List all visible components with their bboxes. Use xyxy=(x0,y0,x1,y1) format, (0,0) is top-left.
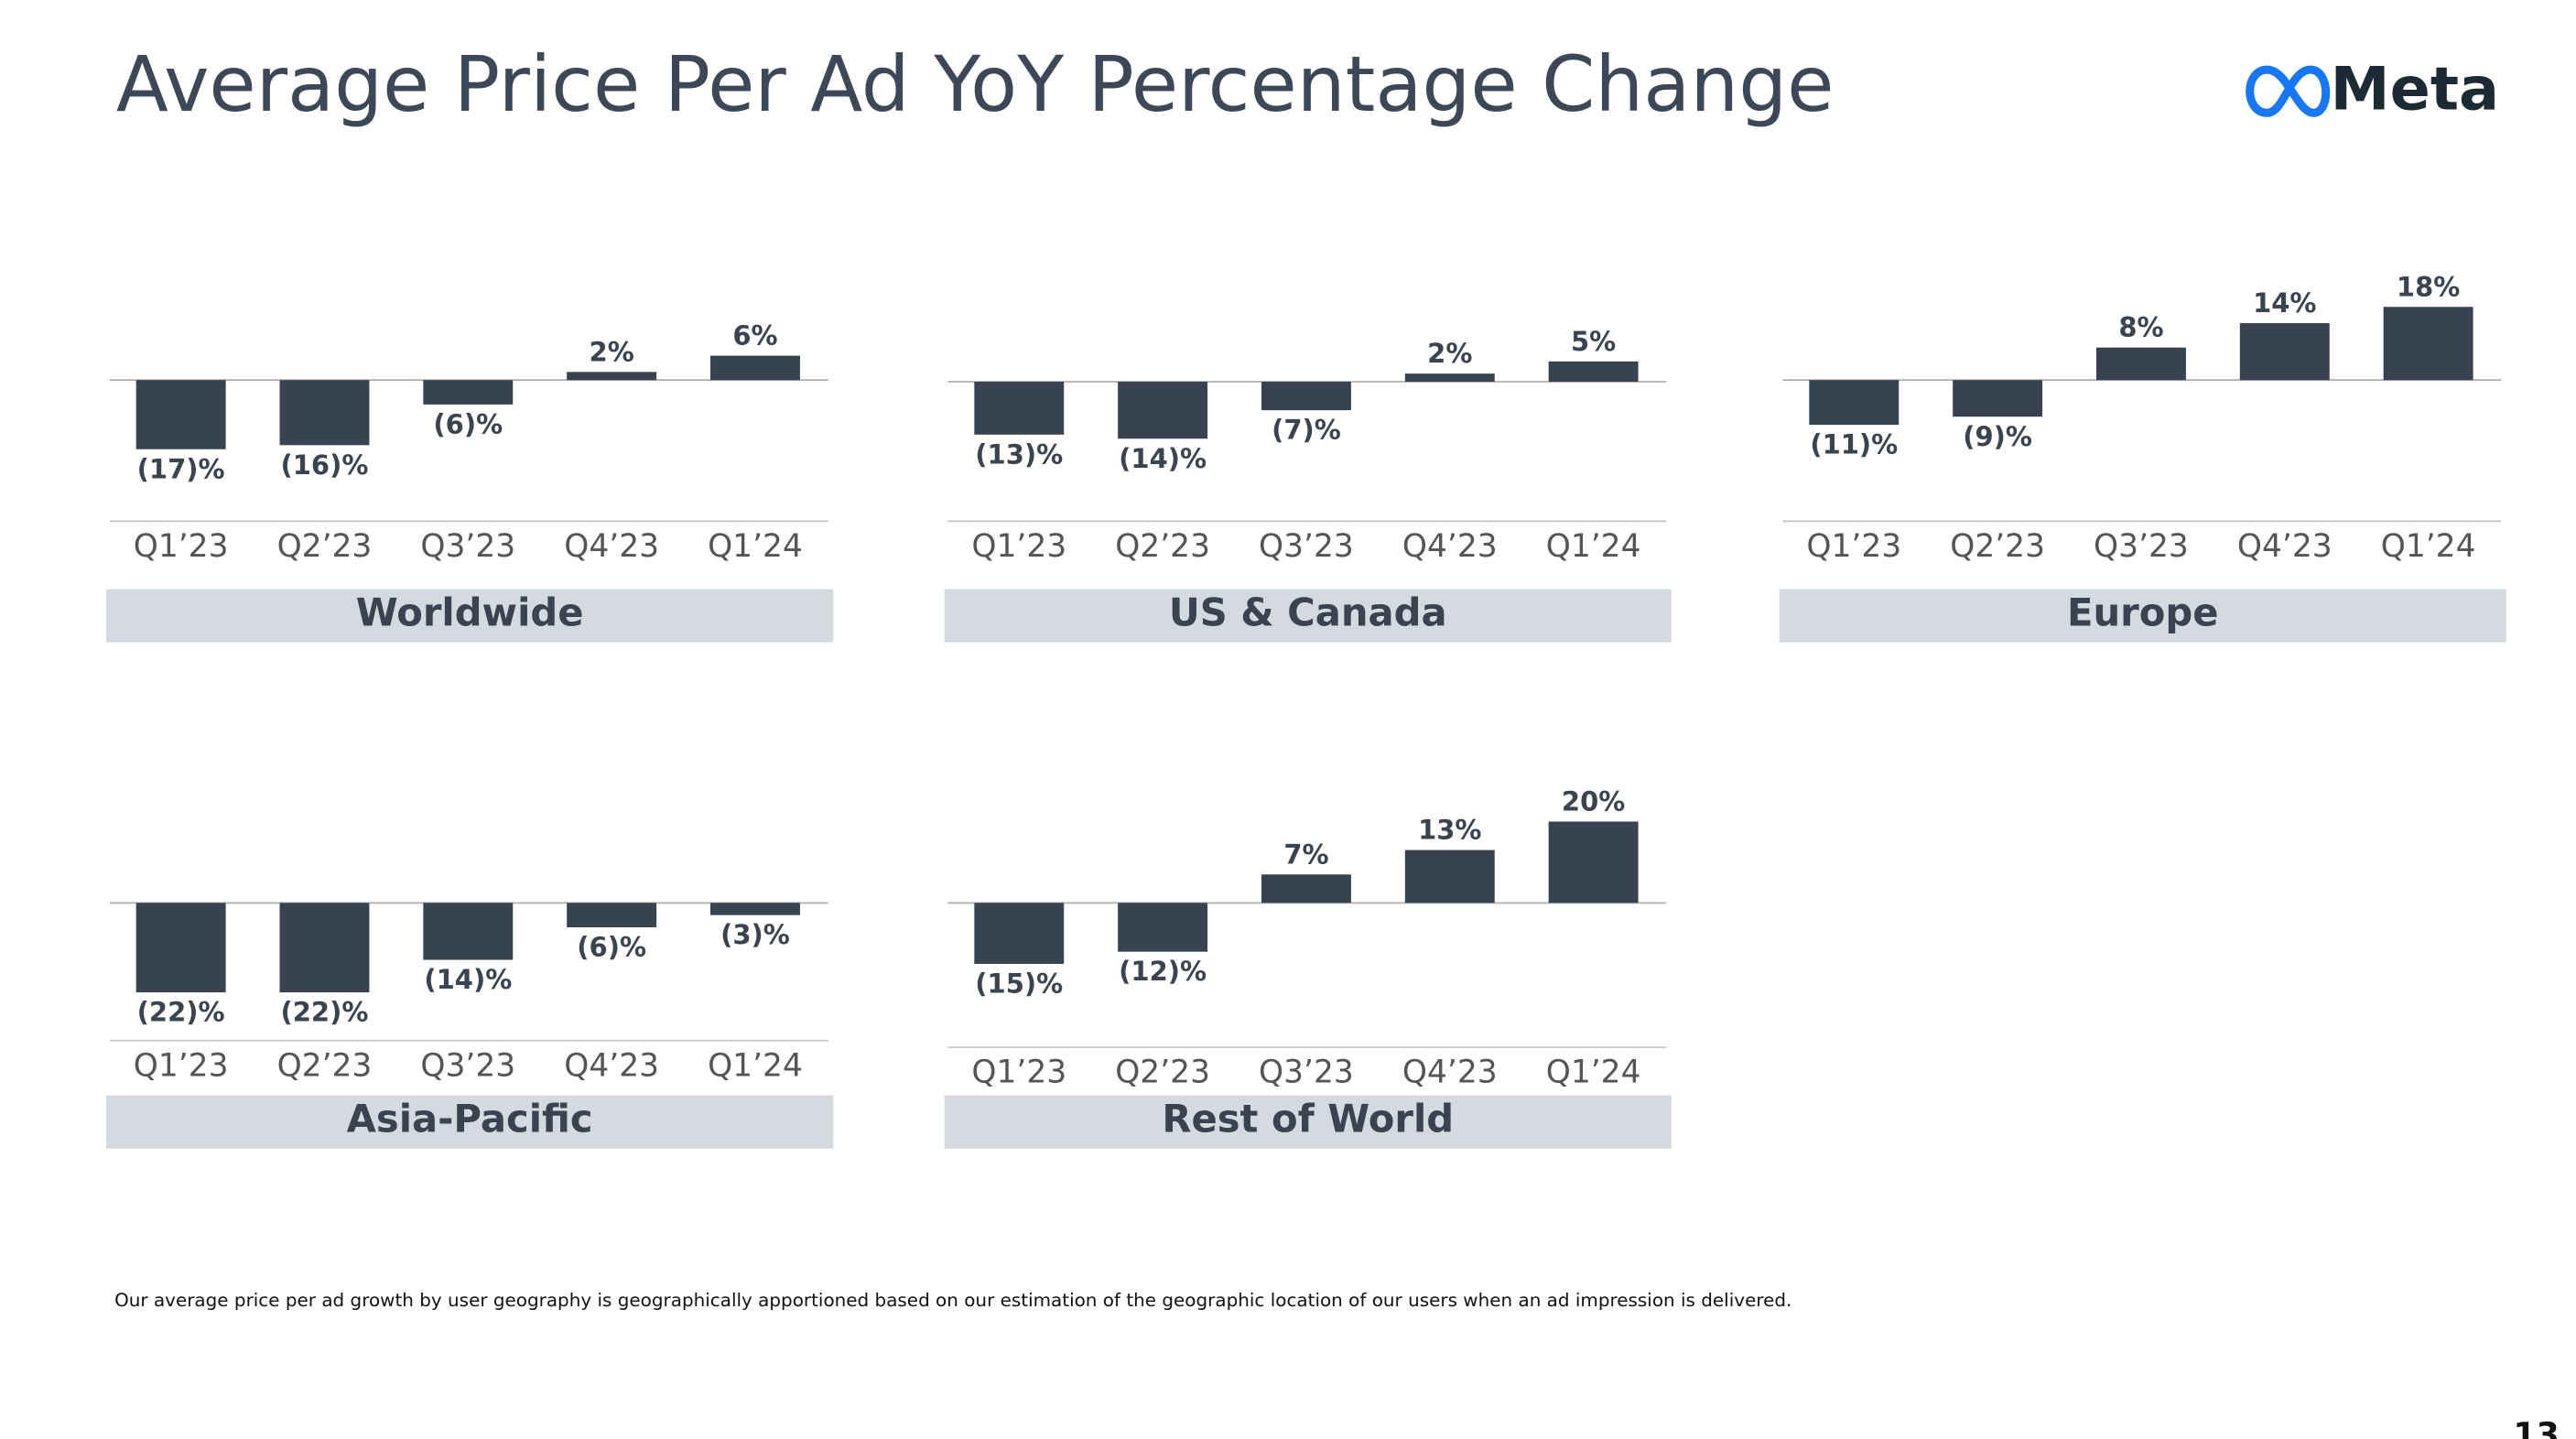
data-label: (15)% xyxy=(975,968,1063,1000)
bar xyxy=(423,380,514,405)
bar xyxy=(567,372,657,381)
data-label: (13)% xyxy=(975,438,1063,470)
data-label: (3)% xyxy=(720,919,790,950)
panel-label: Worldwide xyxy=(356,590,584,635)
x-tick-label: Q4’23 xyxy=(1402,1055,1498,1091)
data-label: (7)% xyxy=(1272,415,1341,446)
x-tick-label: Q1’23 xyxy=(971,528,1066,565)
x-tick-label: Q1’23 xyxy=(134,528,229,565)
data-label: (22)% xyxy=(281,997,369,1028)
bar xyxy=(710,355,800,381)
x-tick-label: Q1’23 xyxy=(971,1055,1066,1091)
bar xyxy=(279,380,370,446)
bar xyxy=(1118,382,1208,439)
panel-label: US & Canada xyxy=(1169,590,1447,635)
data-label: 2% xyxy=(590,336,634,367)
x-tick-label: Q1’24 xyxy=(1546,1055,1641,1091)
x-tick-label: Q1’23 xyxy=(1806,528,1901,565)
slide-title: Average Price Per Ad YoY Percentage Chan… xyxy=(116,40,1835,129)
logo-text: Meta xyxy=(2331,55,2499,124)
data-label: (12)% xyxy=(1119,956,1207,987)
data-label: (9)% xyxy=(1963,421,2032,452)
bar xyxy=(135,380,226,449)
x-tick-label: Q2’23 xyxy=(1115,528,1210,565)
bar xyxy=(1548,821,1639,903)
bar xyxy=(279,903,370,993)
bar xyxy=(1261,382,1351,411)
bar xyxy=(1404,849,1495,903)
data-label: 14% xyxy=(2253,287,2316,319)
panel-label: Europe xyxy=(2067,590,2218,635)
x-tick-label: Q2’23 xyxy=(277,1047,373,1084)
data-label: 5% xyxy=(1571,326,1616,357)
panel-label-box xyxy=(106,589,834,643)
data-label: 7% xyxy=(1283,839,1328,870)
panel-label: Asia-Pacific xyxy=(347,1097,593,1141)
bar xyxy=(1548,361,1639,383)
x-tick-label: Q1’24 xyxy=(2381,528,2476,565)
data-label: 6% xyxy=(732,320,777,352)
bar xyxy=(135,903,226,993)
bar xyxy=(2383,307,2473,381)
data-label: (6)% xyxy=(433,408,503,439)
bar xyxy=(1809,380,1900,426)
data-label: (22)% xyxy=(137,997,225,1028)
data-label: (17)% xyxy=(137,453,225,484)
page-number: 13 xyxy=(2513,1415,2559,1439)
data-label: 2% xyxy=(1427,338,1472,369)
bar xyxy=(974,382,1065,435)
x-tick-label: Q4’23 xyxy=(1402,528,1498,565)
x-tick-label: Q2’23 xyxy=(1950,528,2045,565)
data-label: (16)% xyxy=(281,449,369,481)
bar xyxy=(974,903,1065,964)
data-label: 20% xyxy=(1562,786,1625,817)
bar xyxy=(1953,380,2043,417)
bar xyxy=(423,903,514,960)
data-label: 8% xyxy=(2118,312,2163,343)
panel-label-box xyxy=(944,1095,1672,1149)
bar xyxy=(2239,323,2330,381)
x-tick-label: Q1’24 xyxy=(708,528,803,565)
footnote: Our average price per ad growth by user … xyxy=(114,1289,1791,1311)
x-tick-label: Q4’23 xyxy=(2237,528,2332,565)
data-label: 13% xyxy=(1418,815,1481,846)
x-tick-label: Q3’23 xyxy=(1259,528,1354,565)
panel-label-box xyxy=(944,589,1672,643)
data-label: (14)% xyxy=(1119,443,1207,474)
panel-label-box xyxy=(106,1095,834,1149)
bar xyxy=(1261,874,1351,903)
data-label: 18% xyxy=(2397,271,2460,302)
x-tick-label: Q3’23 xyxy=(420,528,515,565)
data-label: (6)% xyxy=(577,932,646,963)
x-tick-label: Q1’23 xyxy=(134,1047,229,1084)
x-tick-label: Q2’23 xyxy=(277,528,373,565)
x-tick-label: Q3’23 xyxy=(420,1047,515,1084)
data-label: (11)% xyxy=(1810,429,1898,460)
x-tick-label: Q2’23 xyxy=(1115,1055,1210,1091)
bar xyxy=(1404,373,1495,383)
bar xyxy=(2096,347,2186,381)
bar xyxy=(567,903,657,928)
x-tick-label: Q3’23 xyxy=(1259,1055,1354,1091)
bar xyxy=(710,903,800,915)
bar xyxy=(1118,903,1208,952)
data-label: (14)% xyxy=(424,964,512,995)
x-tick-label: Q1’24 xyxy=(1546,528,1641,565)
x-tick-label: Q4’23 xyxy=(564,1047,659,1084)
x-tick-label: Q3’23 xyxy=(2094,528,2189,565)
panel-label: Rest of World xyxy=(1162,1097,1454,1141)
panel-label-box xyxy=(1779,589,2506,643)
x-tick-label: Q1’24 xyxy=(708,1047,803,1084)
x-tick-label: Q4’23 xyxy=(564,528,659,565)
logo-mark xyxy=(2246,65,2331,117)
